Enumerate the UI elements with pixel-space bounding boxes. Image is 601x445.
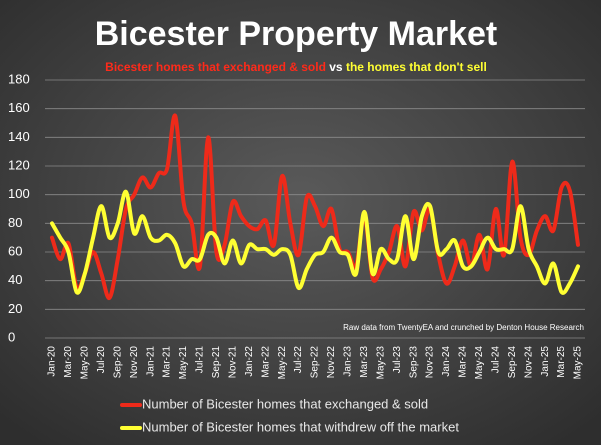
x-tick-label: Sep-20 (112, 346, 123, 379)
x-tick-label: Mar-23 (359, 346, 370, 378)
x-tick-label: Sep-22 (310, 346, 321, 379)
subtitle-part: vs (329, 60, 343, 74)
x-tick-label: Jan-20 (47, 346, 58, 377)
subtitle-part: the homes that don't sell (346, 60, 487, 74)
x-tick-label: Jan-21 (145, 346, 156, 377)
x-tick-label: May-23 (375, 346, 386, 380)
x-tick-label: Jan-25 (540, 346, 551, 377)
x-tick-label: Mar-21 (162, 346, 173, 378)
annotation: Raw data from TwentyEA and crunched by D… (343, 323, 584, 332)
x-tick-label: Sep-23 (408, 346, 419, 379)
x-tick-label: Mar-25 (556, 346, 567, 378)
x-tick-label: Jul-22 (293, 346, 304, 374)
x-tick-label: Jul-20 (96, 346, 107, 374)
series-line (50, 113, 580, 300)
y-tick-label: 40 (8, 272, 22, 287)
x-tick-label: Jan-22 (244, 346, 255, 377)
y-tick-label: 100 (8, 186, 30, 201)
x-tick-label: May-22 (277, 346, 288, 380)
x-tick-label: Jul-24 (490, 346, 501, 374)
subtitle-part: Bicester homes that exchanged & sold (105, 60, 326, 74)
x-tick-label: Nov-22 (326, 346, 337, 379)
x-tick-label: Nov-24 (523, 346, 534, 379)
y-tick-label: 140 (8, 129, 30, 144)
x-tick-label: Sep-24 (507, 346, 518, 379)
x-tick-label: May-21 (178, 346, 189, 380)
x-tick-label: Mar-24 (458, 346, 469, 378)
x-tick-label: Mar-20 (63, 346, 74, 378)
y-tick-label: 180 (8, 71, 30, 86)
series-line (50, 189, 580, 295)
x-tick-label: Mar-22 (260, 346, 271, 378)
x-tick-label: May-20 (80, 346, 91, 380)
x-tick-label: Nov-21 (227, 346, 238, 379)
x-tick-label: Jul-23 (392, 346, 403, 374)
y-tick-label: 80 (8, 215, 22, 230)
y-tick-label: 160 (8, 100, 30, 115)
x-tick-label: May-24 (474, 346, 485, 380)
y-tick-label: 20 (8, 301, 22, 316)
legend-label: Number of Bicester homes that exchanged … (142, 396, 428, 411)
y-tick-label: 60 (8, 243, 22, 258)
x-tick-label: Nov-20 (129, 346, 140, 379)
x-tick-label: Jan-23 (343, 346, 354, 377)
x-tick-label: May-25 (573, 346, 584, 380)
x-tick-label: Jul-21 (195, 346, 206, 374)
x-tick-label: Nov-23 (425, 346, 436, 379)
legend-label: Number of Bicester homes that withdrew o… (142, 419, 459, 434)
x-tick-label: Sep-21 (211, 346, 222, 379)
chart-subtitle: Bicester homes that exchanged & sold vs … (105, 60, 487, 74)
y-tick-label: 120 (8, 157, 30, 172)
y-tick-label: 0 (8, 329, 15, 344)
chart-title: Bicester Property Market (95, 15, 498, 53)
x-tick-label: Jan-24 (441, 346, 452, 377)
